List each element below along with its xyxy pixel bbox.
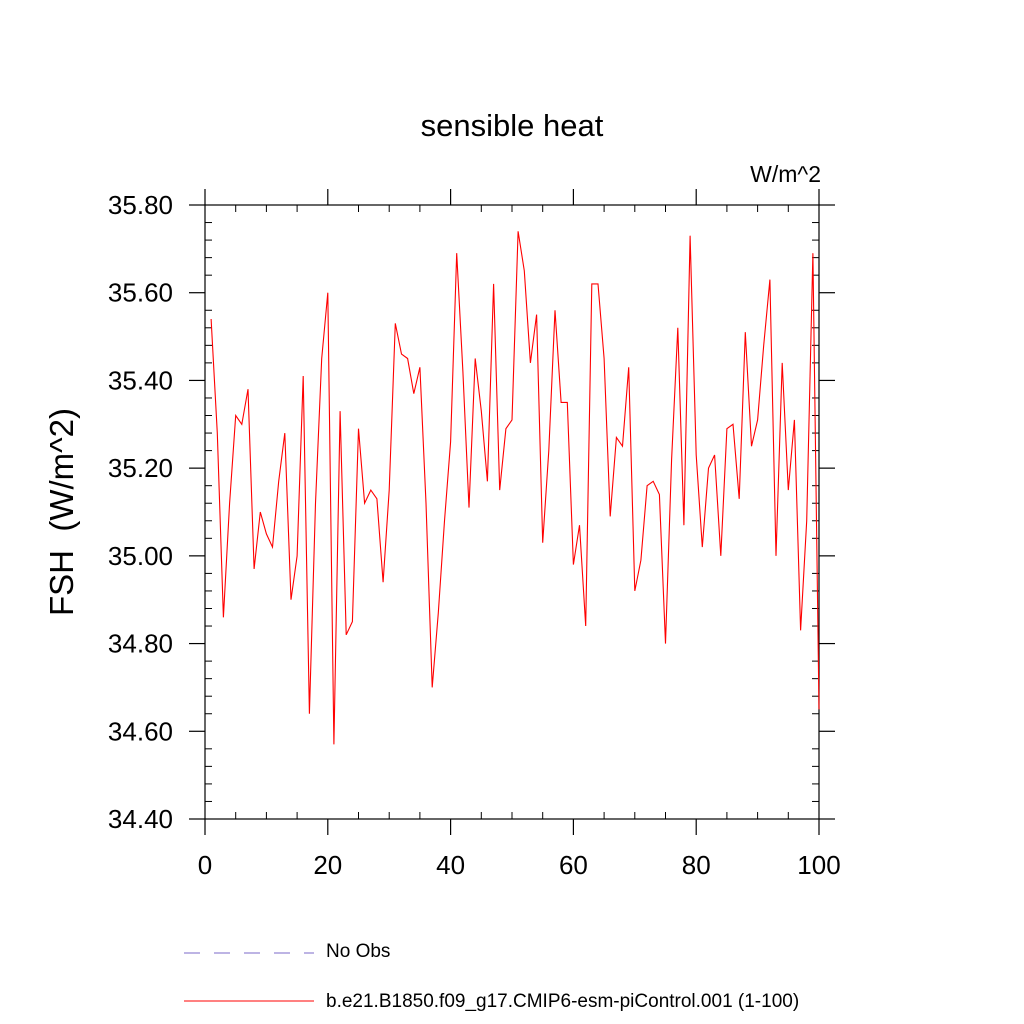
series-lines (210, 231, 820, 745)
y-tick-label: 35.20 (108, 453, 173, 483)
chart-title: sensible heat (420, 108, 604, 143)
x-tick-label: 80 (682, 850, 711, 880)
y-tick-label: 35.00 (108, 541, 173, 571)
y-tick-label: 35.40 (108, 365, 173, 395)
x-tick-label: 40 (436, 850, 465, 880)
legend-label-no-obs: No Obs (326, 941, 391, 962)
y-tick-label: 34.80 (108, 629, 173, 659)
y-tick-label: 35.60 (108, 278, 173, 308)
axis-tick-labels: 34.40 34.60 34.80 35.00 35.20 35.40 35.60 35.80… (108, 190, 841, 880)
y-tick-label: 34.60 (108, 716, 173, 746)
axis-ticks (189, 189, 835, 835)
y-tick-label: 34.40 (108, 804, 173, 834)
x-tick-label: 20 (313, 850, 342, 880)
x-tick-label: 100 (797, 850, 840, 880)
y-tick-label: 35.80 (108, 190, 173, 220)
x-tick-label: 60 (559, 850, 588, 880)
x-tick-label: 0 (198, 850, 212, 880)
legend-markers (184, 952, 314, 1002)
plot-frame (204, 204, 820, 820)
y-axis-label: FSH (W/m^2) (43, 408, 80, 616)
units-label: W/m^2 (750, 161, 821, 187)
series-line (210, 231, 820, 745)
legend-label-model-run: b.e21.B1850.f09_g17.CMIP6-esm-piControl.… (326, 991, 800, 1012)
